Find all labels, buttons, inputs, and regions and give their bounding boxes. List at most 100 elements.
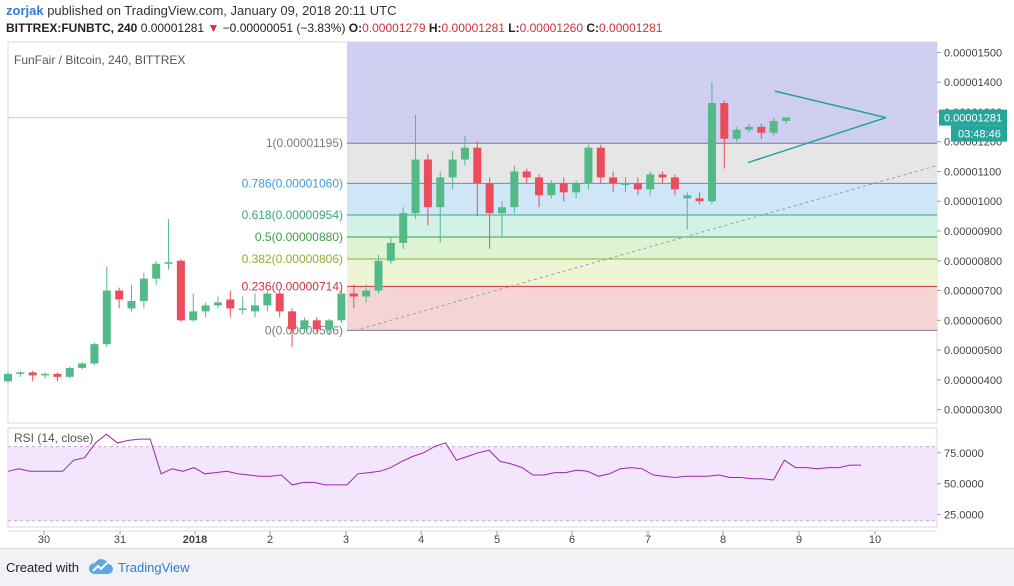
fib-level-label: 0.382(0.00000806) [242,252,343,266]
x-tick-label: 2018 [183,534,207,546]
y-tick-label: 0.00000800 [944,256,1002,268]
x-tick-label: 3 [343,534,349,546]
candle-body [399,213,408,243]
triangle-down-icon: ▼ [207,21,220,35]
x-tick-label: 7 [645,534,651,546]
close-value: 0.00001281 [599,21,663,35]
fib-zone [347,258,937,287]
last-price: 0.00001281 [140,21,205,35]
price-chart[interactable]: 1(0.00001195) 0.786(0.00001060) 0.618(0.00… [0,0,1014,548]
y-tick-label: 0.00000500 [944,345,1002,357]
candle-body [78,363,87,368]
candle-body [423,159,432,208]
candle-body [65,367,74,377]
price-tag [939,109,1007,126]
x-tick-label: 4 [418,534,424,546]
chart-title: FunFair / Bitcoin, 240, BITTREX [14,53,185,67]
rsi-band [8,446,937,521]
candle-body [275,293,284,312]
fib-zone [347,214,937,237]
fib-zone [347,183,937,215]
candle-body [90,344,99,364]
candle-body [362,290,371,297]
fib-zone [347,42,937,144]
y-tick-label: 0.00001400 [944,77,1002,89]
candle-body [485,183,494,214]
symbol-info-bar: BITTREX:FUNBTC, 240 0.00001281 ▼ −0.0000… [6,21,662,35]
candle-body [300,320,309,330]
x-tick-label: 6 [569,534,575,546]
candle-body [547,183,556,196]
candle-body [695,198,704,202]
candle-body [670,177,679,190]
candle-body [226,299,235,309]
x-tick-label: 5 [494,534,500,546]
candle-body [176,260,185,321]
x-tick-label: 8 [720,534,726,546]
open-label: O: [348,21,363,35]
created-with-text: Created with [6,560,79,575]
candle-body [201,305,210,312]
x-tick-label: 2 [267,534,273,546]
tradingview-brand-link[interactable]: TradingView [118,560,190,575]
y-tick-label: 0.00000700 [944,286,1002,298]
candle-body [535,177,544,196]
rsi-indicator: RSI (14, close) 75.0000 50.0000 25.0000 [7,431,984,522]
y-tick-label: 0.00001000 [944,196,1002,208]
fib-zone [347,236,937,259]
rsi-title: RSI (14, close) [14,431,93,445]
open-value: 0.00001279 [362,21,426,35]
candle-body [374,260,383,291]
candle-body [325,320,334,330]
candle-body [769,120,778,133]
y-tick-label: 0.00000400 [944,375,1002,387]
candle-body [757,126,766,133]
tradingview-cloud-icon[interactable] [88,558,114,576]
y-tick-label: 0.00000600 [944,315,1002,327]
candle-body [152,263,161,279]
fib-zone [347,286,937,331]
y-tick-label: 0.00001100 [944,166,1001,178]
publish-info: zorjak published on TradingView.com, Jan… [6,3,397,18]
triangle-lower-line [747,116,887,164]
triangle-upper-line [774,90,887,119]
candle-body [102,290,111,345]
rsi-tick-label: 75.0000 [944,448,984,460]
candle-body [263,293,272,306]
fib-level-label: 0.5(0.00000880) [255,230,343,244]
candle-body [4,373,12,382]
candle-body [115,290,124,300]
x-tick-label: 30 [38,534,50,546]
candle-body [559,183,568,193]
candle-body [683,195,692,199]
candle-body [349,293,358,297]
low-value: 0.00001260 [519,21,584,35]
dashed-trendline [354,165,938,331]
candle-body [732,129,741,139]
candle-body [473,147,482,184]
low-label: L: [508,21,520,35]
candle-body [238,308,247,310]
y-tick-label: 0.00000300 [944,405,1002,417]
price-tag-label: 0.00001281 [944,113,1002,125]
symbol-label: BITTREX:FUNBTC, 240 [6,21,138,35]
candle-body [16,372,25,374]
candle-body [386,242,395,261]
candle-body [460,147,469,160]
username-link[interactable]: zorjak [6,3,44,18]
symmetric-triangle [747,90,887,164]
x-tick-label: 31 [114,534,126,546]
candle-body [189,311,198,321]
candle-body [707,103,716,202]
candle-body [164,262,173,264]
fib-level-label: 1(0.00001195) [266,136,343,150]
candle-body [53,373,62,377]
candle-body [312,320,321,330]
x-tick-label: 9 [796,534,802,546]
fib-level-label: 0.236(0.00000714) [242,279,343,293]
candle-body [41,373,50,376]
countdown-tag [951,125,1007,142]
high-value: 0.00001281 [441,21,505,35]
candle-body [139,278,148,301]
candles [4,82,791,383]
